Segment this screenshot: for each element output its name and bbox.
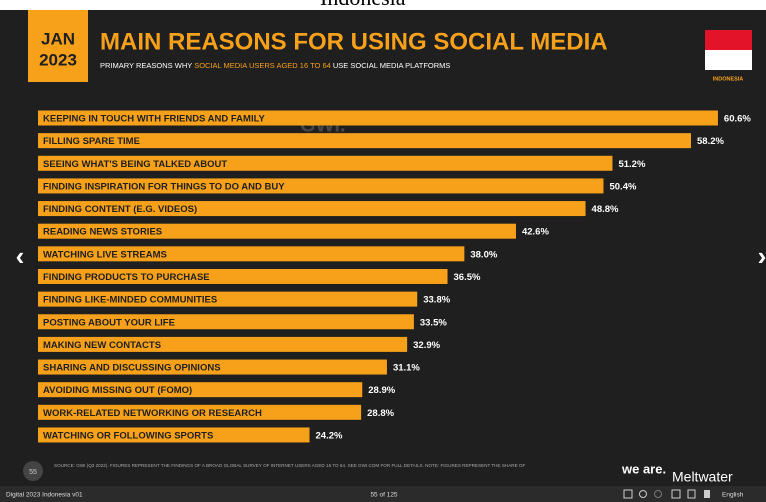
bar <box>38 314 414 330</box>
value-label: 32.9% <box>413 340 440 351</box>
bar <box>38 291 418 307</box>
value-label: 42.6% <box>522 227 549 238</box>
bar <box>38 246 465 262</box>
value-label: 33.8% <box>423 295 450 306</box>
value-label: 50.4% <box>609 181 636 192</box>
bar-label: READING NEWS STORIES <box>43 227 162 238</box>
source: SOURCE: GWI (Q3 2022). FIGURES REPRESENT… <box>54 463 525 468</box>
bar-label: POSTING ABOUT YOUR LIFE <box>43 317 175 328</box>
document-name: Digital 2023 Indonesia v01 <box>6 492 83 499</box>
bar <box>38 110 718 126</box>
bar-label: FINDING PRODUCTS TO PURCHASE <box>43 272 210 283</box>
subtitle-highlight: SOCIAL MEDIA USERS AGED 16 TO 64 <box>194 61 331 70</box>
value-label: 24.2% <box>316 430 343 441</box>
logo-meltwater: Meltwater <box>672 469 733 485</box>
grid-button[interactable] <box>623 489 633 499</box>
language-button[interactable]: English <box>722 492 744 499</box>
bar <box>38 133 692 149</box>
badge-month: JAN <box>41 29 75 48</box>
caption: Indonesia <box>320 0 406 10</box>
bar <box>38 427 310 443</box>
bar-label: AVOIDING MISSING OUT (FOMO) <box>43 385 192 396</box>
slide-number: 55 <box>29 469 37 476</box>
value-label: 28.8% <box>367 408 394 419</box>
bar-label: FILLING SPARE TIME <box>43 136 140 147</box>
zoom-out-button[interactable] <box>654 490 662 498</box>
page-indicator: 55 of 125 <box>370 492 397 499</box>
bar-label: WATCHING OR FOLLOWING SPORTS <box>43 430 213 441</box>
bar <box>38 201 586 217</box>
bar-label: KEEPING IN TOUCH WITH FRIENDS AND FAMILY <box>43 114 266 125</box>
value-label: 48.8% <box>592 204 619 215</box>
bar <box>38 336 408 352</box>
bar <box>38 155 613 171</box>
value-label: 51.2% <box>618 159 645 170</box>
bar <box>38 382 363 398</box>
top-strip <box>0 0 766 10</box>
bar-label: FINDING CONTENT (E.G. VIDEOS) <box>43 204 197 215</box>
bars: KEEPING IN TOUCH WITH FRIENDS AND FAMILY… <box>38 110 751 443</box>
zoom-in-button[interactable] <box>639 490 647 498</box>
subtitle-part: PRIMARY REASONS WHY <box>100 61 194 70</box>
bar-label: FINDING LIKE-MINDED COMMUNITIES <box>43 295 217 306</box>
flag-red <box>705 30 752 50</box>
viewer-bar <box>0 486 766 502</box>
flag-white <box>705 50 752 70</box>
value-label: 36.5% <box>454 272 481 283</box>
slide-number-badge <box>23 461 43 481</box>
next-button[interactable]: › <box>758 241 766 271</box>
value-label: 33.5% <box>420 317 447 328</box>
logo-we-are: we are. <box>621 461 666 476</box>
bar <box>38 223 516 239</box>
value-label: 60.6% <box>724 114 751 125</box>
subtitle-part: USE SOCIAL MEDIA PLATFORMS <box>331 61 451 70</box>
badge-year: 2023 <box>39 50 77 69</box>
value-label: 31.1% <box>393 363 420 374</box>
bar <box>38 359 387 375</box>
bar-label: WORK-RELATED NETWORKING OR RESEARCH <box>43 408 262 419</box>
chart-title: MAIN REASONS FOR USING SOCIAL MEDIA <box>100 28 608 55</box>
value-label: 38.0% <box>470 249 497 260</box>
share-button[interactable] <box>687 489 696 499</box>
bar <box>38 404 362 420</box>
prev-button[interactable]: ‹ <box>16 241 25 271</box>
bar-label: WATCHING LIVE STREAMS <box>43 249 167 260</box>
bar-label: FINDING INSPIRATION FOR THINGS TO DO AND… <box>43 181 285 192</box>
bar-label: MAKING NEW CONTACTS <box>43 340 161 351</box>
bar-label: SHARING AND DISCUSSING OPINIONS <box>43 363 221 374</box>
value-label: 28.9% <box>368 385 395 396</box>
fullscreen-button[interactable] <box>671 489 681 499</box>
value-label: 58.2% <box>697 136 724 147</box>
bar <box>38 178 604 194</box>
date-badge <box>28 10 88 82</box>
subtitle: PRIMARY REASONS WHY SOCIAL MEDIA USERS A… <box>100 61 450 70</box>
bar-label: SEEING WHAT'S BEING TALKED ABOUT <box>43 159 227 170</box>
flag-button[interactable] <box>704 490 710 498</box>
bar <box>38 268 448 284</box>
country: INDONESIA <box>713 76 744 82</box>
